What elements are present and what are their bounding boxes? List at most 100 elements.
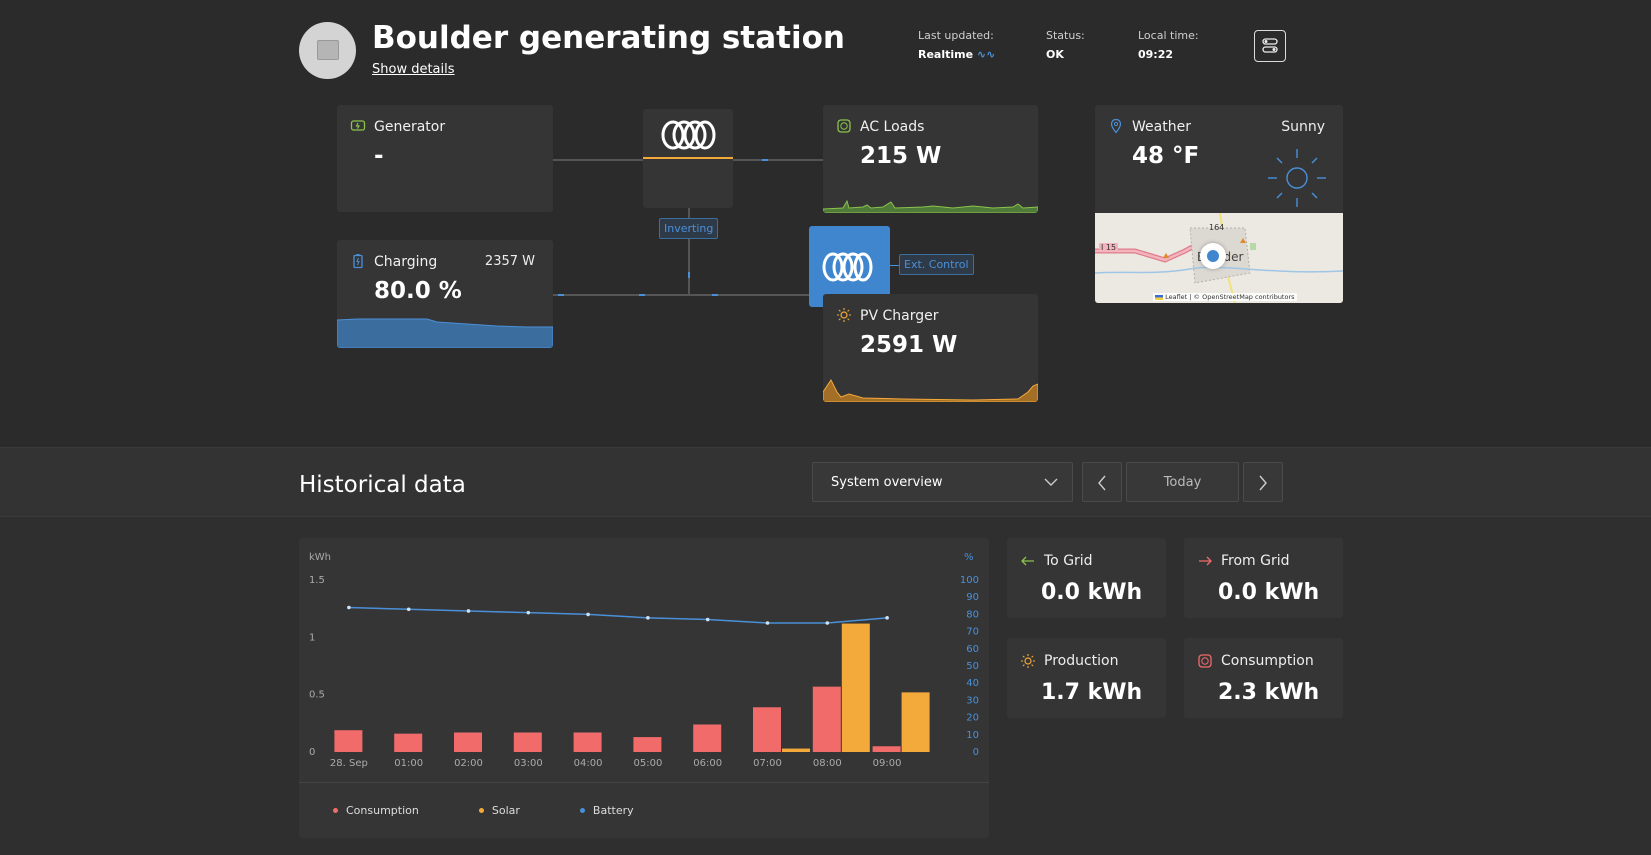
- generator-icon: [350, 120, 366, 131]
- legend-solar-label: Solar: [491, 804, 520, 817]
- bar-consumption: [394, 733, 423, 752]
- x-tick-label: 07:00: [753, 758, 782, 769]
- flow-dot: [639, 294, 645, 296]
- map-label-road: I 15: [1099, 243, 1119, 252]
- battery-point: [765, 621, 770, 625]
- legend-battery[interactable]: Battery: [579, 804, 634, 817]
- realtime-wave-icon: ∿∿: [976, 48, 996, 61]
- flow-dot: [688, 272, 690, 278]
- device-icon: [317, 40, 339, 60]
- inverter-card[interactable]: [643, 109, 733, 208]
- legend-solar[interactable]: Solar: [478, 804, 520, 817]
- y-tick-left: 1.5: [309, 575, 325, 586]
- consumption-card: Consumption 2.3 kWh: [1184, 638, 1343, 718]
- battery-point: [586, 612, 590, 617]
- weather-card[interactable]: Weather Sunny 48 °F I 15 164 Boulder Lea…: [1095, 105, 1343, 303]
- arrow-left-icon: [1021, 556, 1034, 566]
- wire-vertical-bus: [688, 207, 690, 295]
- from-grid-value: 0.0 kWh: [1218, 580, 1320, 605]
- legend-consumption[interactable]: Consumption: [333, 804, 419, 817]
- generator-card[interactable]: Generator -: [337, 105, 553, 212]
- victron-logo-icon: [661, 120, 716, 150]
- site-avatar: [299, 22, 356, 79]
- y-tick-left: 0.5: [309, 690, 325, 701]
- chart-legend: Consumption Solar Battery: [333, 804, 694, 817]
- weather-title: Weather: [1132, 119, 1191, 135]
- location-map[interactable]: I 15 164 Boulder Leaflet | © OpenStreetM…: [1095, 213, 1343, 303]
- map-attribution: Leaflet | © OpenStreetMap contributors: [1153, 293, 1297, 301]
- pv-charger-card[interactable]: PV Charger 2591 W: [823, 294, 1038, 402]
- y-tick-left: 1: [309, 632, 315, 643]
- bar-consumption: [513, 732, 542, 752]
- map-attribution-text: Leaflet | © OpenStreetMap contributors: [1165, 293, 1295, 301]
- y-tick-right: 0: [973, 747, 979, 758]
- legend-battery-label: Battery: [592, 804, 634, 817]
- flow-dot: [762, 159, 768, 161]
- flow-dot: [712, 294, 718, 296]
- pv-charger-value: 2591 W: [860, 332, 958, 358]
- x-tick-label: 03:00: [514, 758, 543, 769]
- local-time-value: 09:22: [1138, 48, 1174, 61]
- local-time-label: Local time:: [1138, 29, 1199, 42]
- ac-loads-value: 215 W: [860, 143, 942, 169]
- legend-dot: [333, 808, 338, 813]
- outlet-icon: [1198, 654, 1212, 668]
- to-grid-title: To Grid: [1044, 553, 1093, 569]
- consumption-title: Consumption: [1221, 653, 1314, 669]
- y-tick-right: 20: [966, 713, 979, 724]
- bar-consumption: [753, 707, 781, 752]
- inverter-state-bar: [643, 157, 733, 159]
- y-tick-right: 50: [966, 661, 979, 672]
- bar-solar: [901, 692, 930, 752]
- to-grid-card: To Grid 0.0 kWh: [1007, 538, 1166, 618]
- production-value: 1.7 kWh: [1041, 680, 1143, 705]
- chevron-left-icon: [1098, 475, 1106, 491]
- multi-control-card[interactable]: [809, 226, 890, 307]
- show-details-link[interactable]: Show details: [372, 62, 455, 77]
- x-tick-label: 02:00: [454, 758, 483, 769]
- weather-condition: Sunny: [1281, 119, 1325, 135]
- battery-point: [705, 617, 710, 622]
- status-label: Status:: [1046, 29, 1085, 42]
- sunny-weather-icon: [1268, 149, 1326, 207]
- x-tick-label: 05:00: [633, 758, 662, 769]
- next-day-button[interactable]: [1243, 462, 1283, 502]
- to-grid-value: 0.0 kWh: [1041, 580, 1143, 605]
- bar-consumption: [334, 730, 363, 752]
- y-tick-right: 100: [960, 575, 979, 586]
- ext-control-tag: Ext. Control: [899, 254, 974, 275]
- flag-icon: [1155, 294, 1163, 300]
- y-axis-right-label: %: [964, 552, 974, 563]
- last-updated-text: Realtime: [918, 48, 974, 61]
- battery-point: [526, 610, 531, 615]
- bar-consumption: [573, 732, 602, 752]
- y-axis-left-label: kWh: [309, 552, 331, 563]
- x-tick-label: 09:00: [873, 758, 902, 769]
- victron-logo-icon: [822, 252, 873, 282]
- ac-loads-card[interactable]: AC Loads 215 W: [823, 105, 1038, 213]
- battery-card[interactable]: Charging 2357 W 80.0 %: [337, 240, 553, 348]
- bar-consumption: [812, 686, 841, 752]
- status: Status: OK: [1046, 29, 1085, 61]
- bar-consumption: [693, 724, 722, 752]
- map-label-route: 164: [1209, 223, 1225, 232]
- generator-title: Generator: [374, 119, 446, 135]
- date-button[interactable]: Today: [1126, 462, 1239, 502]
- date-button-label: Today: [1163, 475, 1202, 490]
- bar-consumption: [872, 746, 901, 752]
- location-marker[interactable]: [1200, 243, 1226, 269]
- page-title: Boulder generating station: [372, 20, 845, 56]
- x-tick-label: 01:00: [394, 758, 423, 769]
- battery-point: [885, 616, 889, 620]
- settings-toggle-button[interactable]: [1254, 30, 1286, 62]
- production-card: Production 1.7 kWh: [1007, 638, 1166, 718]
- sun-icon: [837, 308, 851, 322]
- from-grid-card: From Grid 0.0 kWh: [1184, 538, 1343, 618]
- legend-consumption-label: Consumption: [346, 804, 419, 817]
- chart-divider: [299, 782, 989, 783]
- previous-day-button[interactable]: [1082, 462, 1122, 502]
- view-select[interactable]: System overview: [812, 462, 1073, 502]
- x-tick-label: 28. Sep: [330, 758, 368, 769]
- battery-point: [466, 609, 471, 613]
- generator-value: -: [374, 143, 384, 169]
